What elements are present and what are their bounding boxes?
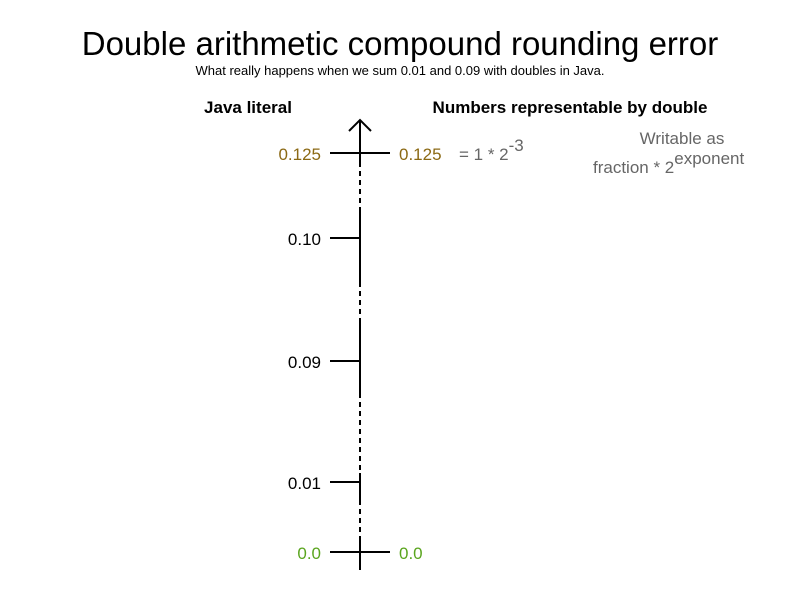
header-java-literal: Java literal [204, 98, 292, 117]
representable-equation: = 1 * 2-3 [459, 136, 524, 164]
note-fraction: fraction * 2 [593, 158, 674, 177]
diagram-title: Double arithmetic compound rounding erro… [82, 25, 719, 62]
literal-label-009: 0.09 [288, 353, 321, 372]
equation-exponent: -3 [509, 136, 524, 155]
literal-label-00: 0.0 [297, 544, 321, 563]
note-line-2: fraction * 2exponent [593, 149, 744, 177]
header-representable: Numbers representable by double [433, 98, 708, 117]
literal-label-001: 0.01 [288, 474, 321, 493]
note-line-1: Writable as [640, 129, 725, 148]
note-superscript: exponent [674, 149, 744, 168]
literal-label-0125: 0.125 [278, 145, 321, 164]
axis-arrow-head [348, 118, 372, 132]
representable-label-00: 0.0 [399, 544, 423, 563]
equation-base: = 1 * 2 [459, 145, 509, 164]
literal-label-010: 0.10 [288, 230, 321, 249]
representable-label-0125: 0.125 [399, 145, 442, 164]
diagram-subtitle: What really happens when we sum 0.01 and… [195, 63, 604, 78]
